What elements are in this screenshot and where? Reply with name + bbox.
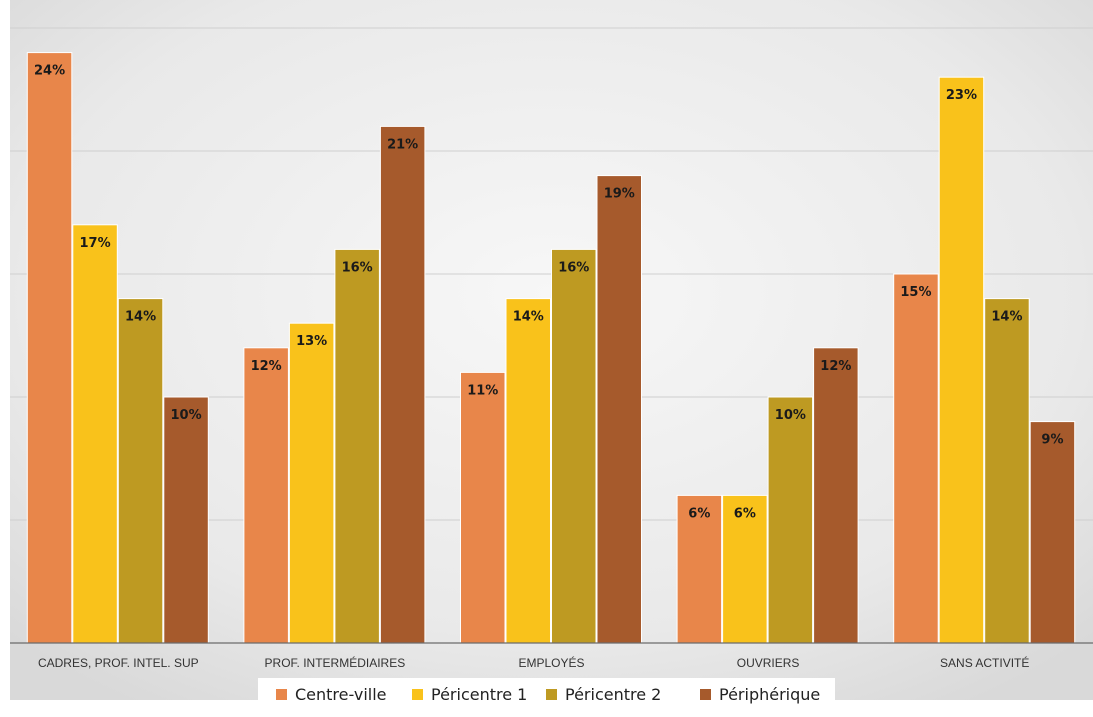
category-label: CADRES, PROF. INTEL. SUP	[38, 656, 199, 670]
bar-data-label: 14%	[991, 310, 1022, 325]
bar	[335, 249, 380, 643]
bar-data-label: 12%	[820, 359, 851, 374]
bar	[380, 126, 425, 643]
bar	[289, 323, 334, 643]
bar	[939, 77, 984, 643]
bar	[27, 53, 72, 643]
category-label: OUVRIERS	[737, 656, 800, 670]
bar-data-label: 13%	[296, 334, 327, 349]
bar-data-label: 16%	[558, 260, 589, 275]
bar-data-label: 23%	[946, 88, 977, 103]
bar	[552, 249, 597, 643]
bar-data-label: 21%	[387, 137, 418, 152]
bar	[461, 372, 506, 643]
bar-data-label: 14%	[125, 310, 156, 325]
bar-data-label: 6%	[688, 506, 710, 521]
bar-data-label: 12%	[251, 359, 282, 374]
bar-data-label: 10%	[775, 408, 806, 423]
bar	[814, 348, 859, 643]
bar	[985, 299, 1029, 643]
bar-data-label: 11%	[467, 383, 498, 398]
bar-data-label: 24%	[34, 64, 65, 79]
bar	[73, 225, 118, 643]
bar-data-label: 17%	[79, 236, 110, 251]
legend-swatch	[412, 689, 423, 700]
bar	[244, 348, 289, 643]
bar	[894, 274, 939, 643]
legend-swatch	[276, 689, 287, 700]
category-label: SANS ACTIVITÉ	[940, 655, 1029, 670]
bar	[164, 397, 209, 643]
bar-data-label: 16%	[342, 260, 373, 275]
bar	[1030, 422, 1075, 643]
bar-data-label: 10%	[170, 408, 201, 423]
bar	[768, 397, 813, 643]
bar	[597, 176, 642, 643]
category-label: EMPLOYÉS	[518, 655, 584, 670]
legend-label: Péricentre 1	[431, 685, 527, 704]
bar-data-label: 9%	[1041, 433, 1063, 448]
legend-label: Péricentre 2	[565, 685, 661, 704]
bar-data-label: 19%	[604, 187, 635, 202]
legend-label: Centre-ville	[295, 685, 387, 704]
bar-data-label: 14%	[513, 310, 544, 325]
bar-data-label: 15%	[900, 285, 931, 300]
legend-label: Périphérique	[719, 685, 820, 704]
category-label: PROF. INTERMÉDIAIRES	[265, 655, 406, 670]
bar	[118, 299, 163, 643]
bar-data-label: 6%	[734, 506, 756, 521]
bar	[506, 299, 551, 643]
legend: Centre-ville Péricentre 1 Péricentre 2 Péri…	[258, 678, 835, 712]
legend-swatch	[700, 689, 711, 700]
legend-swatch	[546, 689, 557, 700]
